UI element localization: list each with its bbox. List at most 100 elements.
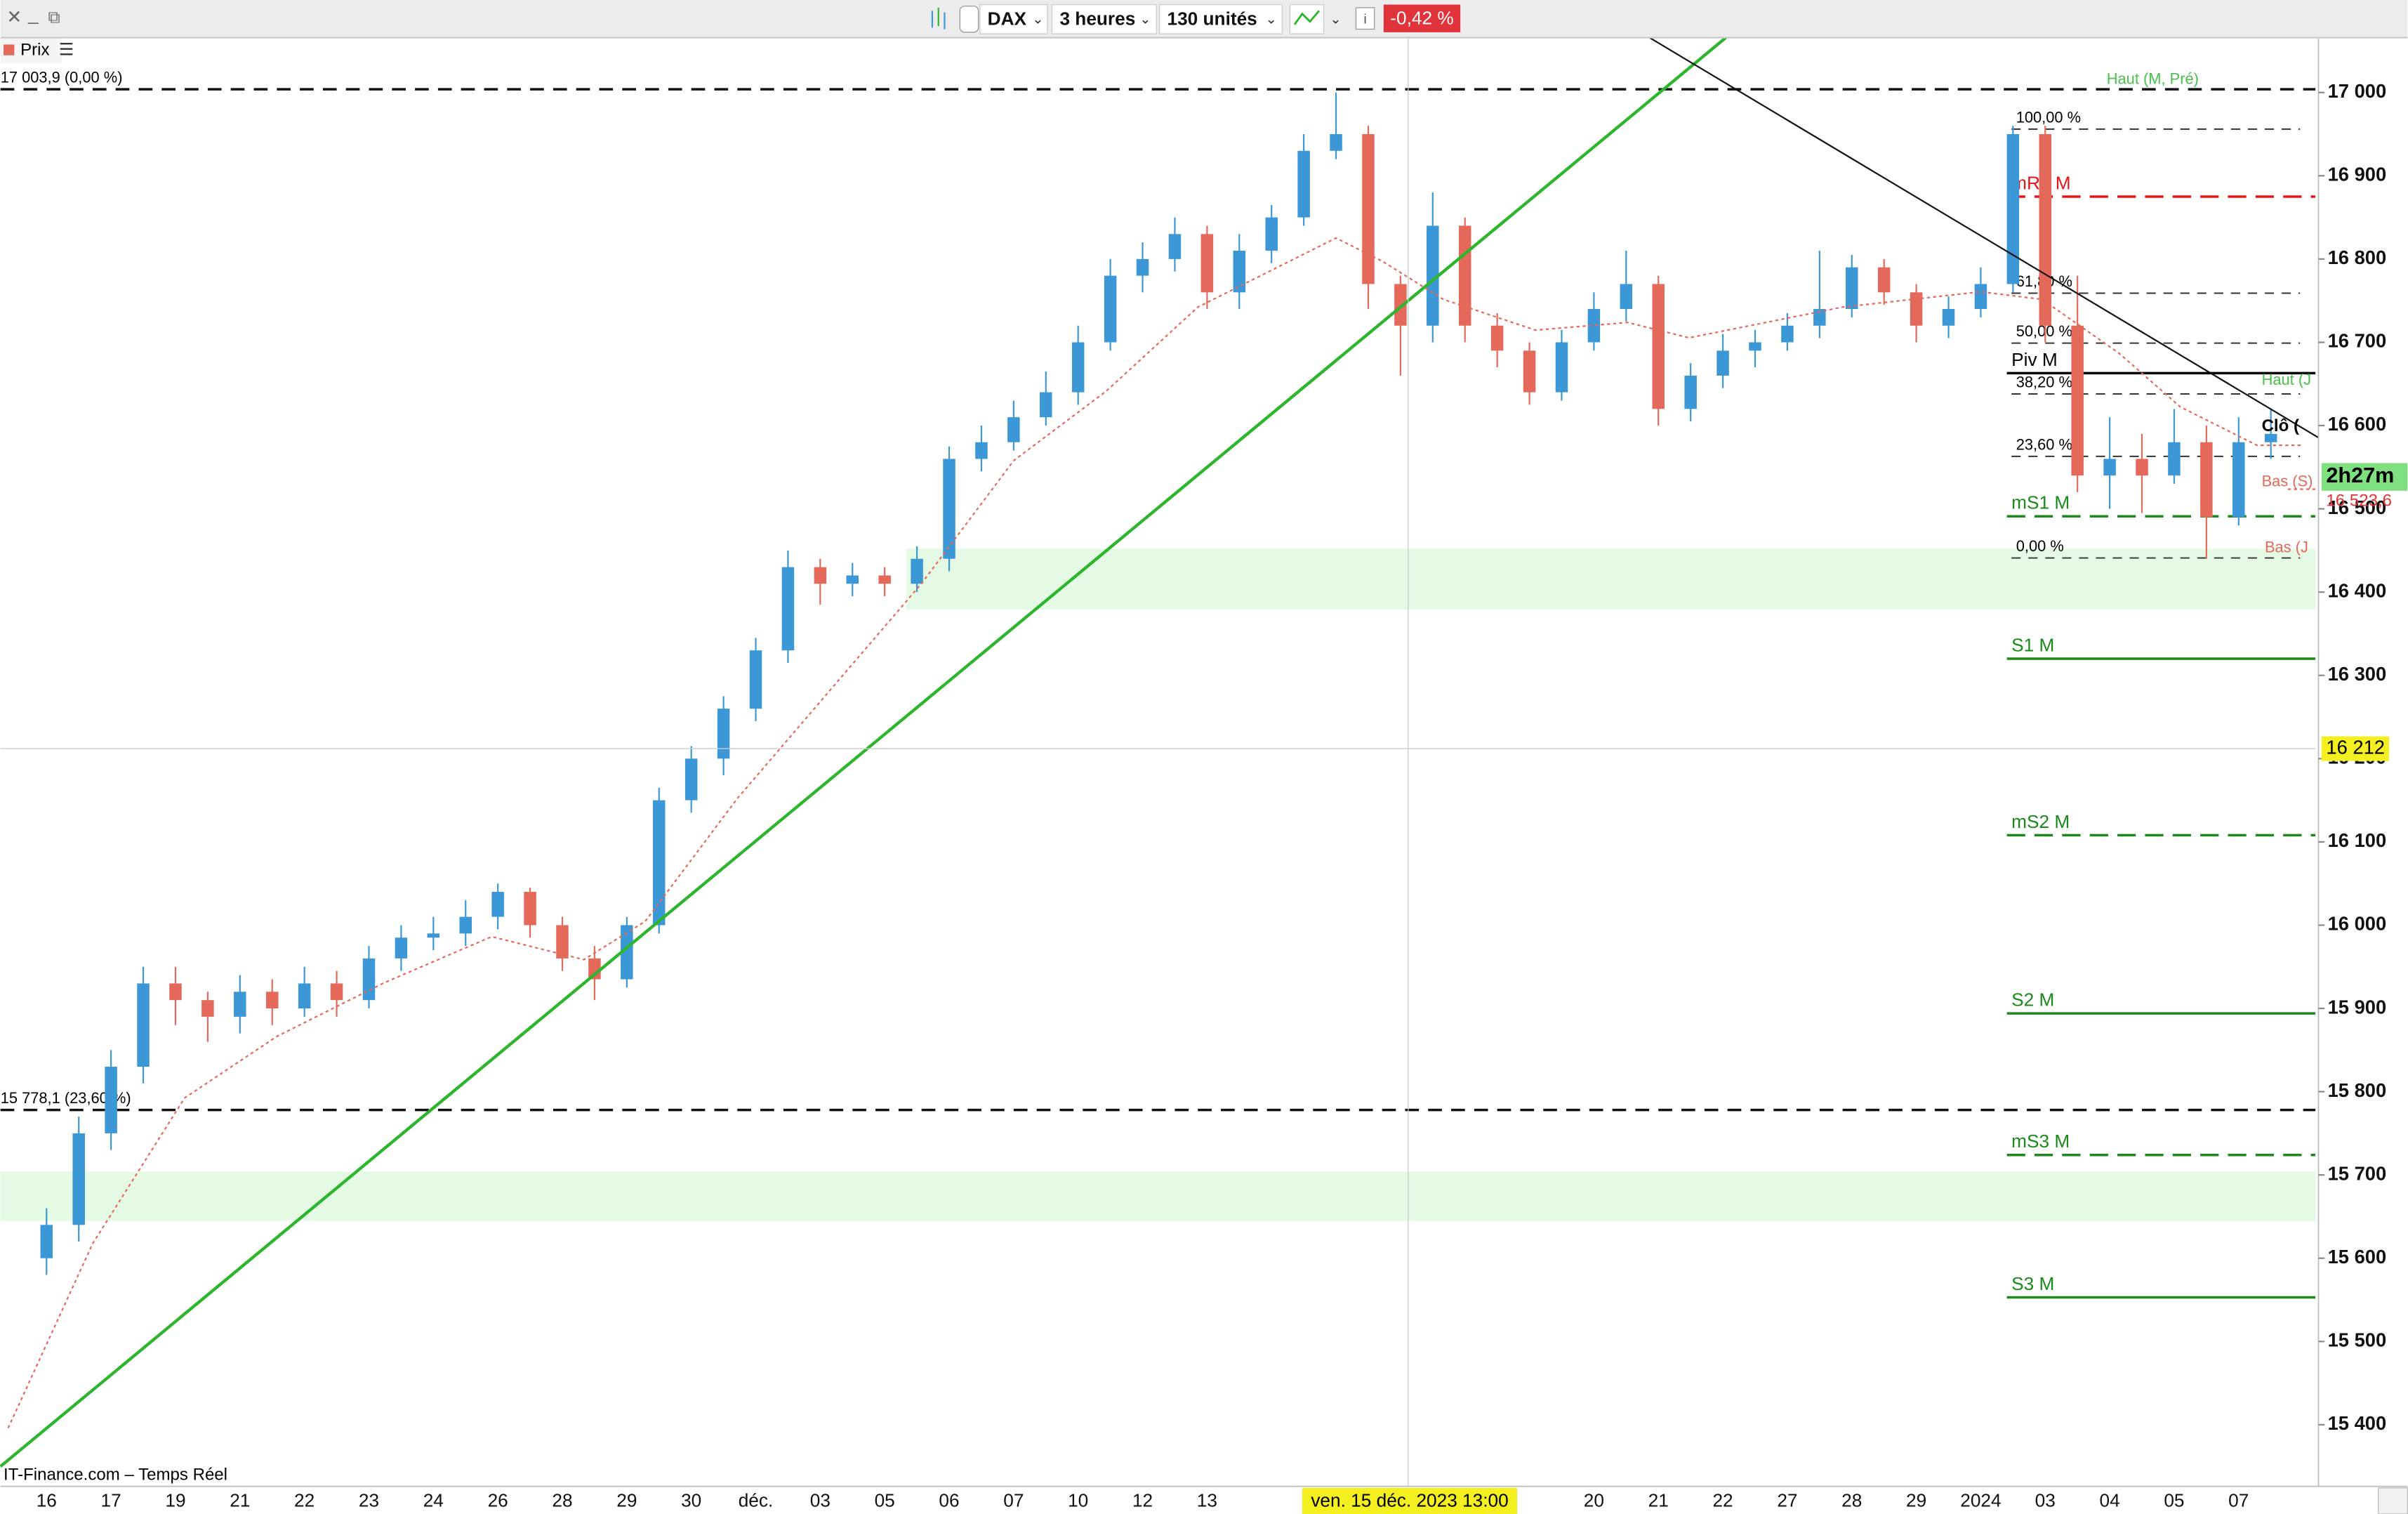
x-tick-label: 30 (681, 1489, 701, 1510)
units-dropdown[interactable] (1158, 4, 1283, 34)
x-tick-label: 06 (939, 1489, 959, 1510)
candle-body (169, 983, 182, 1001)
y-tick-label: 15 400 (2328, 1412, 2387, 1434)
candle-body (1555, 342, 1568, 393)
y-tick-label: 16 000 (2328, 913, 2387, 935)
y-tick-label: 15 700 (2328, 1162, 2387, 1184)
candle-body (2071, 325, 2084, 476)
candle-body (524, 892, 536, 926)
candle-body (72, 1133, 85, 1225)
fibonacci-label: 0,00 % (2016, 537, 2064, 555)
pivot-label: S1 M (2011, 634, 2054, 655)
x-tick-label: 24 (423, 1489, 444, 1510)
period-dropdown[interactable] (1051, 4, 1157, 34)
x-tick-label: 29 (1906, 1489, 1926, 1510)
x-tick-label: 03 (810, 1489, 831, 1510)
link-icon[interactable] (959, 6, 979, 33)
settings-button[interactable] (2378, 1487, 2408, 1514)
candle-body (1362, 134, 1375, 284)
candle-body (1974, 284, 1987, 310)
y-tick-label: 16 700 (2328, 330, 2387, 352)
x-tick-label: 2024 (1960, 1489, 2001, 1510)
candle-body (1427, 225, 1439, 326)
candle-body (1490, 325, 1504, 351)
y-tick-label: 16 400 (2328, 579, 2387, 601)
x-tick-label: 21 (1648, 1489, 1669, 1510)
trend-line (0, 32, 1732, 1468)
candle-body (814, 567, 827, 584)
annotation: Bas (J (2265, 538, 2308, 555)
minimize-button[interactable]: _ (27, 4, 39, 25)
candle-body (1749, 342, 1761, 351)
panel-label: Prix (20, 41, 49, 60)
candle-body (1297, 150, 1310, 218)
candle-body (137, 983, 150, 1067)
x-tick-label: 07 (2228, 1489, 2249, 1510)
candle-body (234, 992, 246, 1017)
fibonacci-label: 100,00 % (2016, 108, 2081, 126)
annotation: Clô ( (2262, 416, 2299, 435)
candle-body (1684, 375, 1697, 409)
x-tick-label: 04 (2100, 1489, 2120, 1510)
candle-body (1523, 350, 1536, 393)
candle-body (1652, 284, 1665, 409)
candle-body (1942, 309, 1955, 326)
crosshair-price-box (2321, 736, 2390, 761)
candle-body (1007, 417, 1020, 442)
candle-body (40, 1225, 53, 1258)
x-tick-label: 22 (294, 1489, 315, 1510)
price-axis (2318, 38, 2408, 1487)
candle-body (1265, 217, 1278, 251)
x-tick-label: 10 (1068, 1489, 1088, 1510)
candle-body (105, 1067, 117, 1133)
info-button[interactable] (1355, 7, 1375, 30)
restore-button[interactable]: ⧉ (48, 8, 60, 27)
last-price-label: 16 523,6 (2326, 491, 2392, 510)
x-tick-label: 27 (1777, 1489, 1797, 1510)
symbol-dropdown[interactable] (979, 4, 1048, 34)
crosshair-price-label: 16 212 (2326, 736, 2385, 758)
crosshair-time-label: ven. 15 déc. 2023 13:00 (1311, 1489, 1508, 1510)
candle-body (717, 709, 730, 759)
symbol-label: DAX (988, 8, 1027, 29)
x-tick-label: 19 (165, 1489, 185, 1510)
candle-body (1330, 134, 1342, 151)
x-tick-label: 29 (616, 1489, 637, 1510)
candle-body (2039, 134, 2052, 326)
x-tick-label: 07 (1003, 1489, 1024, 1510)
candle-body (2264, 433, 2277, 442)
candle-body (330, 983, 343, 1001)
candle-body (1200, 234, 1214, 293)
candle-body (2168, 442, 2181, 476)
pivot-label: S2 M (2011, 989, 2054, 1011)
candle-body (943, 459, 955, 559)
plot-area: 17 003,9 (0,00 %)15 778,1 (23,60 %)100,0… (0, 69, 2316, 1299)
candle-body (395, 937, 408, 959)
candle-body (846, 575, 859, 584)
candle-body (1620, 284, 1633, 310)
dropdown-arrow: ⌄ (1032, 12, 1043, 27)
change-value: -0,42 % (1390, 7, 1453, 28)
candle-body (1233, 251, 1246, 293)
close-button[interactable]: ✕ (6, 6, 22, 27)
chart-type-icon[interactable] (931, 7, 946, 29)
x-tick-label: 05 (2164, 1489, 2184, 1510)
x-tick-label: 16 (37, 1489, 57, 1510)
x-tick-label: 28 (1841, 1489, 1862, 1510)
candle-body (1071, 342, 1085, 393)
dropdown-arrow[interactable]: ⌄ (1330, 12, 1341, 27)
x-tick-label: 05 (875, 1489, 895, 1510)
panel-menu[interactable]: ☰ (59, 41, 74, 60)
time-axis (0, 1486, 2408, 1514)
countdown-box (2321, 463, 2408, 491)
dropdown-arrow: ⌄ (1139, 12, 1151, 27)
candle-body (2136, 459, 2148, 476)
x-tick-label: 03 (2035, 1489, 2056, 1510)
countdown: 2h27m (2326, 463, 2394, 487)
y-tick-label: 16 300 (2328, 663, 2387, 685)
trend-line (1642, 33, 2320, 439)
price-axis-labels: 15 400 15 500 15 600 15 700 15 800 15 900 16 0… (2287, 80, 2408, 1434)
candle-body (1587, 309, 1601, 343)
x-tick-label: 12 (1132, 1489, 1153, 1510)
